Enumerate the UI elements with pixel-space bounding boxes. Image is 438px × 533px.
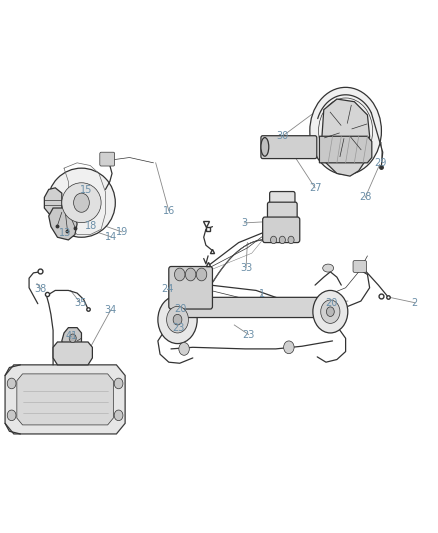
Text: 38: 38: [35, 284, 47, 294]
Text: 24: 24: [161, 285, 174, 294]
Circle shape: [166, 306, 188, 333]
Text: 29: 29: [374, 158, 387, 168]
Polygon shape: [44, 188, 62, 217]
Polygon shape: [17, 374, 113, 425]
FancyBboxPatch shape: [270, 191, 295, 207]
Circle shape: [7, 378, 16, 389]
Text: 41: 41: [65, 330, 78, 341]
Circle shape: [114, 378, 123, 389]
Ellipse shape: [48, 168, 115, 237]
Circle shape: [185, 268, 196, 281]
FancyBboxPatch shape: [169, 266, 212, 309]
Text: 33: 33: [240, 263, 252, 272]
Circle shape: [313, 290, 348, 333]
FancyBboxPatch shape: [263, 217, 300, 243]
Text: 19: 19: [116, 227, 128, 237]
Polygon shape: [5, 365, 125, 434]
Circle shape: [158, 296, 197, 344]
Text: 13: 13: [59, 228, 71, 238]
FancyBboxPatch shape: [261, 136, 317, 159]
Text: 35: 35: [74, 297, 86, 308]
Circle shape: [114, 410, 123, 421]
Text: 2: 2: [411, 297, 418, 308]
FancyBboxPatch shape: [184, 297, 323, 318]
Circle shape: [196, 268, 207, 281]
Text: 20: 20: [174, 304, 187, 314]
FancyBboxPatch shape: [353, 261, 367, 272]
Text: 1: 1: [259, 289, 265, 299]
Text: 23: 23: [173, 323, 185, 333]
Circle shape: [284, 341, 294, 354]
Circle shape: [179, 343, 189, 356]
Circle shape: [7, 410, 16, 421]
Circle shape: [326, 307, 334, 317]
Circle shape: [279, 236, 286, 244]
Text: 28: 28: [359, 192, 371, 203]
Circle shape: [321, 300, 340, 324]
Circle shape: [173, 314, 182, 325]
Circle shape: [339, 123, 352, 139]
Circle shape: [271, 236, 277, 244]
Text: 15: 15: [80, 185, 92, 196]
Ellipse shape: [62, 183, 101, 223]
Circle shape: [69, 334, 76, 343]
Text: 18: 18: [85, 221, 98, 231]
Circle shape: [74, 193, 89, 212]
FancyBboxPatch shape: [268, 202, 297, 223]
Ellipse shape: [261, 138, 269, 156]
Text: 30: 30: [276, 131, 289, 141]
Text: 27: 27: [309, 183, 321, 193]
Text: 20: 20: [325, 297, 338, 308]
Polygon shape: [321, 99, 370, 176]
Text: 14: 14: [105, 232, 117, 242]
Text: 23: 23: [243, 329, 255, 340]
Polygon shape: [62, 328, 81, 349]
Text: 16: 16: [162, 206, 175, 216]
Text: 3: 3: [241, 218, 247, 228]
Text: 34: 34: [105, 305, 117, 315]
FancyBboxPatch shape: [100, 152, 115, 166]
Polygon shape: [53, 342, 92, 365]
Circle shape: [288, 236, 294, 244]
Ellipse shape: [323, 264, 334, 272]
Circle shape: [174, 268, 185, 281]
Circle shape: [310, 87, 381, 174]
Polygon shape: [319, 136, 372, 163]
Polygon shape: [49, 208, 77, 240]
